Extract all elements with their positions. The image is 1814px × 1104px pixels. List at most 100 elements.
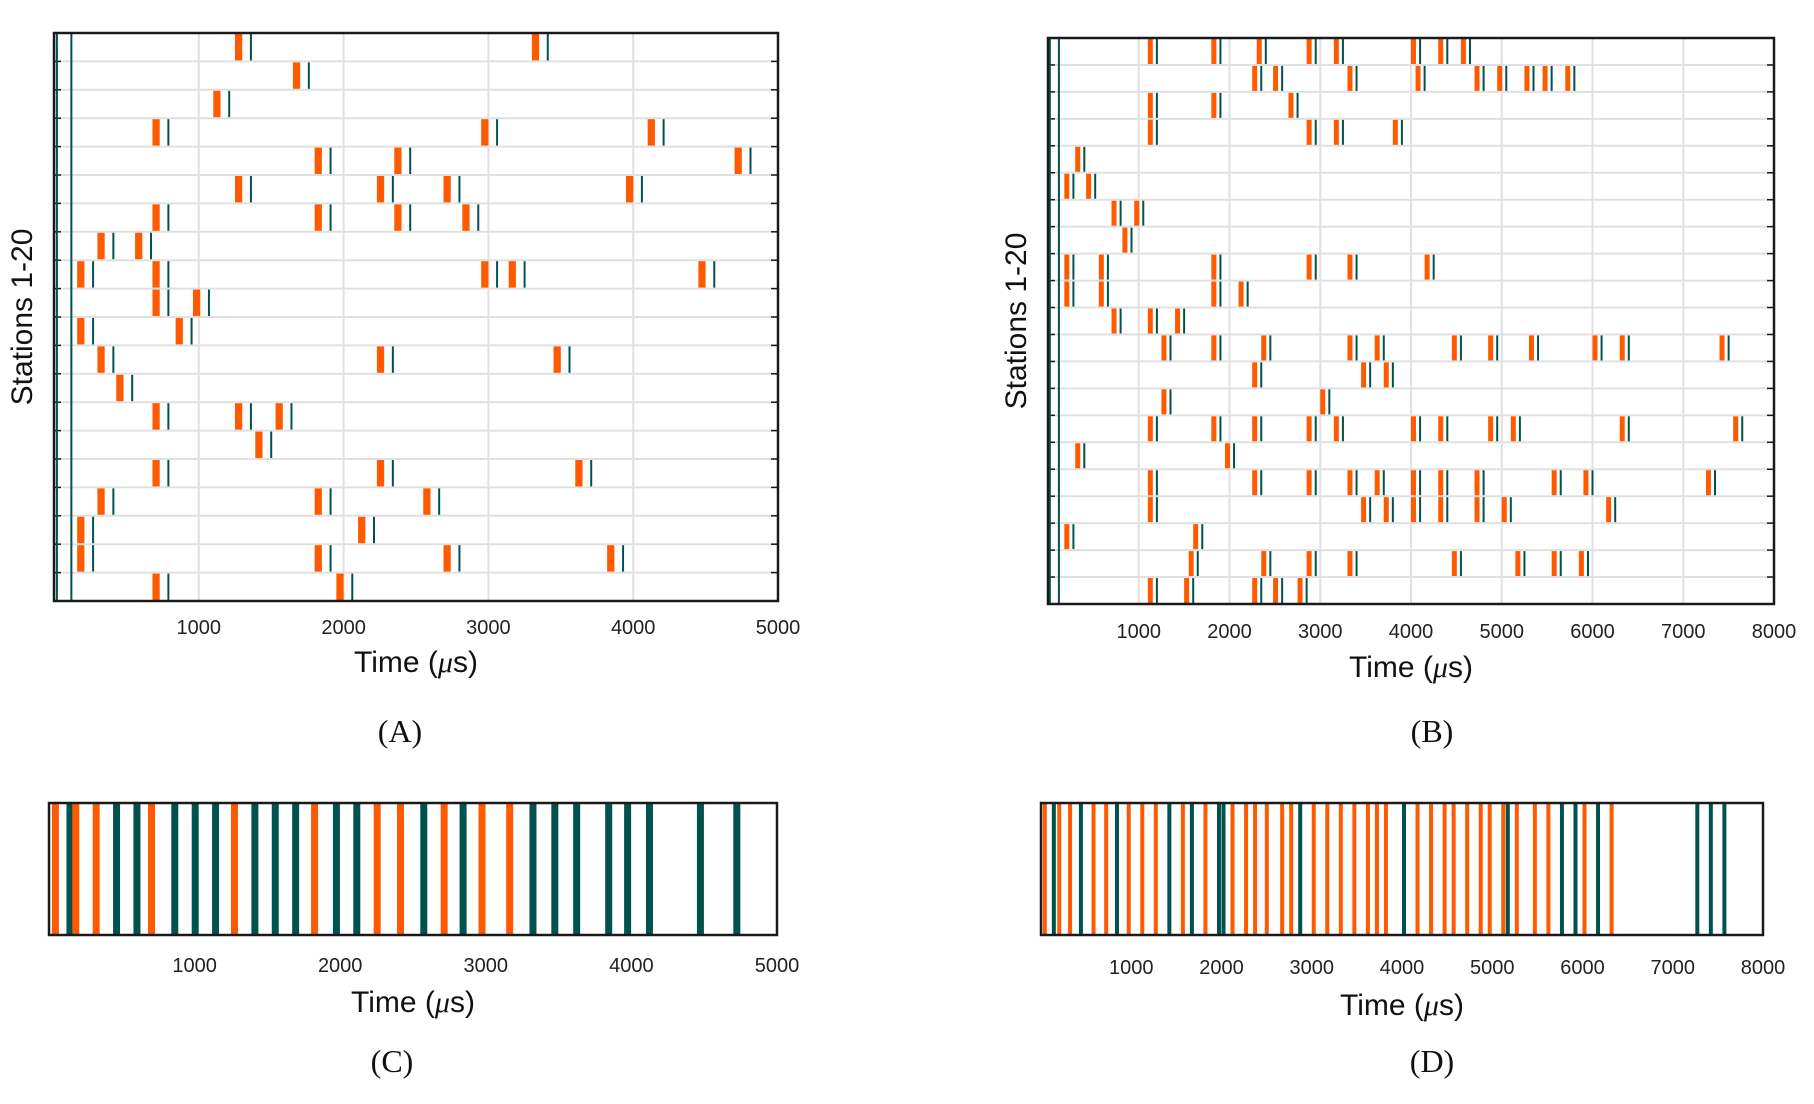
collision-bar bbox=[1115, 803, 1120, 935]
success-bar bbox=[1442, 803, 1447, 935]
collision-bar bbox=[420, 803, 428, 935]
success-pulse bbox=[1606, 497, 1612, 523]
success-bar bbox=[1280, 803, 1285, 935]
panel-c: 1000 2000 3000 4000 5000 Time (μs) bbox=[47, 801, 799, 1019]
x-axis-label-d: Time (μs) bbox=[1340, 989, 1464, 1022]
success-pulse bbox=[152, 289, 160, 316]
collision-bar bbox=[1708, 803, 1713, 935]
success-pulse bbox=[1578, 551, 1584, 577]
success-pulse bbox=[1147, 39, 1153, 64]
success-bar bbox=[1253, 803, 1258, 935]
success-pulse bbox=[116, 374, 124, 402]
x-tick-label-d: 1000 bbox=[1109, 957, 1154, 979]
collision-bar bbox=[212, 803, 220, 935]
x-tick-label-b: 4000 bbox=[1389, 621, 1434, 643]
collision-bar bbox=[1559, 803, 1564, 935]
success-pulse bbox=[77, 545, 85, 572]
collision-bar bbox=[251, 803, 259, 935]
success-pulse bbox=[734, 147, 742, 174]
success-bar bbox=[1478, 803, 1483, 935]
collision-bar bbox=[292, 803, 300, 935]
success-bar bbox=[478, 803, 486, 935]
success-pulse bbox=[1306, 551, 1312, 577]
success-pulse bbox=[531, 34, 540, 61]
success-pulse bbox=[358, 516, 366, 544]
panel-d: 1000 2000 3000 4000 5000 6000 7000 8000 Time (μs… bbox=[1039, 801, 1785, 1022]
collision-bar bbox=[573, 803, 581, 935]
success-pulse bbox=[1515, 551, 1521, 577]
success-pulse bbox=[77, 261, 85, 288]
success-pulse bbox=[152, 204, 160, 231]
success-pulse bbox=[255, 431, 263, 458]
success-pulse bbox=[1488, 416, 1494, 442]
success-pulse bbox=[1147, 416, 1153, 442]
success-pulse bbox=[1347, 65, 1353, 91]
x-tick-label-c: 4000 bbox=[609, 955, 654, 977]
plot-frame bbox=[52, 31, 780, 603]
x-tick-label-a: 2000 bbox=[321, 617, 366, 639]
success-bar bbox=[1140, 803, 1145, 935]
success-pulse bbox=[1619, 416, 1625, 442]
success-pulse bbox=[1415, 65, 1421, 91]
success-bar bbox=[1365, 803, 1370, 935]
success-pulse bbox=[1122, 227, 1128, 253]
success-bar bbox=[1203, 803, 1208, 935]
success-pulse bbox=[1134, 200, 1140, 226]
collision-bar bbox=[113, 803, 121, 935]
plot-frame bbox=[1039, 801, 1765, 937]
success-pulse bbox=[1306, 470, 1312, 496]
x-tick-label-b: 2000 bbox=[1207, 621, 1252, 643]
success-pulse bbox=[376, 346, 385, 373]
success-pulse bbox=[1424, 254, 1430, 280]
success-pulse bbox=[213, 90, 221, 118]
success-pulse bbox=[1583, 470, 1589, 496]
x-tick-label-d: 7000 bbox=[1651, 957, 1696, 979]
success-bar bbox=[148, 803, 156, 935]
success-bar bbox=[1487, 803, 1492, 935]
collision-bar bbox=[1051, 803, 1056, 935]
success-bar bbox=[1383, 803, 1388, 935]
y-axis-label-b: Stations 1-20 bbox=[1000, 233, 1033, 410]
x-tick-label-c: 1000 bbox=[172, 955, 217, 977]
success-pulse bbox=[152, 261, 160, 288]
collision-bar bbox=[1596, 803, 1601, 935]
success-bar bbox=[1429, 803, 1434, 935]
success-pulse bbox=[508, 261, 516, 288]
success-pulse bbox=[1524, 65, 1530, 91]
success-pulse bbox=[314, 545, 322, 572]
success-pulse bbox=[235, 403, 243, 430]
success-bar bbox=[440, 803, 448, 935]
success-pulse bbox=[1098, 254, 1104, 280]
success-bar bbox=[1180, 803, 1185, 935]
success-pulse bbox=[698, 261, 706, 288]
x-axis-label-b: Time (μs) bbox=[1349, 651, 1473, 684]
success-pulse bbox=[1438, 416, 1444, 442]
success-pulse bbox=[1238, 281, 1244, 307]
success-pulse bbox=[1252, 470, 1258, 496]
x-tick-label-b: 7000 bbox=[1661, 621, 1706, 643]
success-bar bbox=[1415, 803, 1420, 935]
success-pulse bbox=[1474, 65, 1480, 91]
success-pulse bbox=[647, 119, 655, 146]
success-bar bbox=[396, 803, 404, 935]
success-bar bbox=[1338, 803, 1343, 935]
panel-b: 1000 2000 3000 4000 5000 6000 7000 8000 Time (μs… bbox=[1000, 36, 1796, 684]
success-pulse bbox=[235, 34, 243, 61]
success-bar bbox=[231, 803, 238, 935]
success-bar bbox=[51, 803, 59, 935]
success-pulse bbox=[1619, 335, 1625, 361]
x-tick-label-d: 6000 bbox=[1560, 957, 1605, 979]
collision-bar bbox=[459, 803, 467, 935]
success-pulse bbox=[1064, 173, 1070, 199]
collision-bar bbox=[353, 803, 361, 935]
success-pulse bbox=[1438, 470, 1444, 496]
success-pulse bbox=[1252, 65, 1258, 91]
x-axis-label-a: Time (μs) bbox=[354, 646, 478, 679]
success-pulse bbox=[1224, 443, 1230, 469]
x-tick-label-a: 1000 bbox=[177, 617, 222, 639]
success-pulse bbox=[1252, 362, 1258, 388]
success-bar bbox=[373, 803, 381, 935]
x-tick-label-c: 3000 bbox=[464, 955, 509, 977]
collision-bar bbox=[171, 803, 179, 935]
success-pulse bbox=[1188, 551, 1194, 577]
